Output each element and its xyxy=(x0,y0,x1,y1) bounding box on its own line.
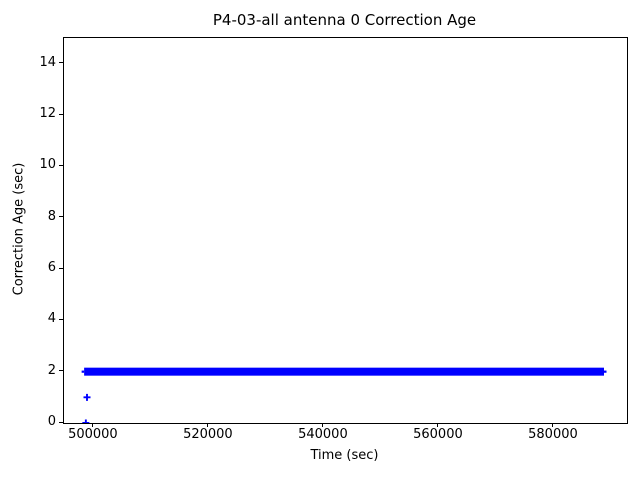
x-tick-mark xyxy=(552,423,554,427)
y-tick-mark xyxy=(59,267,63,269)
y-tick-mark xyxy=(59,370,63,372)
x-tick-mark xyxy=(437,423,439,427)
x-tick-mark xyxy=(207,423,209,427)
y-tick-label: 14 xyxy=(39,54,56,70)
y-tick-label: 6 xyxy=(47,260,56,275)
plot-canvas xyxy=(81,367,607,423)
y-tick-label: 4 xyxy=(47,311,56,327)
y-tick-mark xyxy=(59,216,63,218)
y-axis-label: Correction Age (sec) xyxy=(11,162,27,296)
y-tick-label: 12 xyxy=(39,106,56,121)
y-tick-mark xyxy=(59,113,63,115)
data-run-band xyxy=(603,370,607,373)
y-tick-mark xyxy=(59,318,63,320)
data-run-band xyxy=(84,367,604,376)
x-tick-label: 500000 xyxy=(68,427,118,442)
x-tick-label: 520000 xyxy=(183,427,233,442)
y-tick-label: 0 xyxy=(47,414,56,429)
y-tick-mark xyxy=(59,62,63,64)
y-tick-mark xyxy=(59,164,63,166)
y-tick-label: 2 xyxy=(47,362,56,378)
x-axis-label: Time (sec) xyxy=(310,448,379,463)
data-run-band xyxy=(81,370,85,373)
x-tick-mark xyxy=(322,423,324,427)
chart-title: P4-03-all antenna 0 Correction Age xyxy=(212,11,477,29)
y-tick-label: 10 xyxy=(39,157,56,173)
x-tick-mark xyxy=(92,423,94,427)
x-tick-label: 580000 xyxy=(528,427,578,442)
x-tick-label: 540000 xyxy=(298,427,348,442)
y-tick-label: 8 xyxy=(47,208,56,224)
y-tick-mark xyxy=(59,421,63,423)
data-point-marker xyxy=(82,419,90,423)
data-point-marker xyxy=(83,393,91,401)
x-tick-label: 560000 xyxy=(413,427,463,442)
plot-area xyxy=(63,37,628,424)
